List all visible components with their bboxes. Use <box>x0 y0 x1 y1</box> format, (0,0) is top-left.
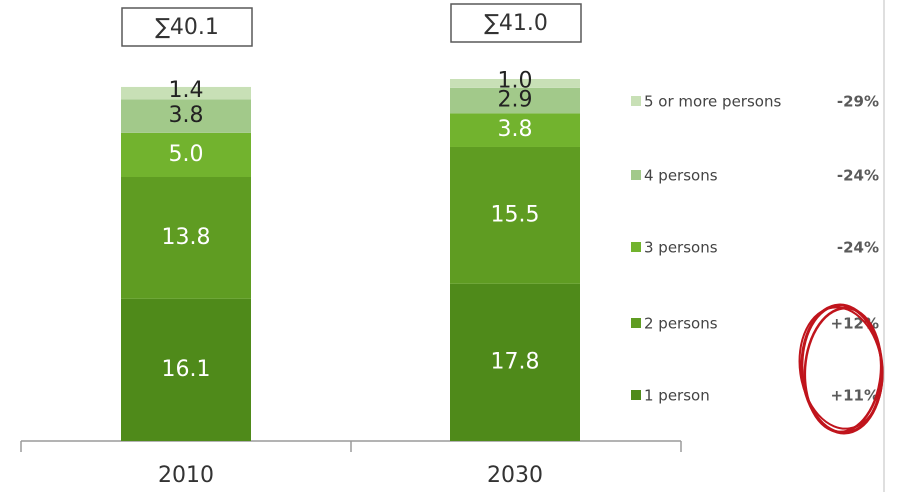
bar-segment-2030-4 <box>450 87 580 114</box>
legend-change-5: -29% <box>837 93 879 111</box>
bar-value-label-2030-2: 15.5 <box>491 202 540 227</box>
x-tick-label-2010: 2010 <box>158 463 214 488</box>
legend-swatch-4 <box>631 170 641 180</box>
legend-label-3: 3 persons <box>644 239 718 257</box>
bar-value-label-2030-3: 3.8 <box>498 117 533 142</box>
legend-change-4: -24% <box>837 167 879 185</box>
legend-swatch-2 <box>631 318 641 328</box>
bars-group: 16.113.85.03.81.417.815.53.82.91.0 <box>121 68 580 441</box>
x-tick-label-2030: 2030 <box>487 463 543 488</box>
bar-value-label-2010-2: 13.8 <box>162 225 211 250</box>
bar-value-label-2010-4: 3.8 <box>169 103 204 128</box>
bar-segment-2030-1 <box>450 283 580 441</box>
legend-change-1: +11% <box>831 387 879 405</box>
legend: 5 or more persons -29% 4 persons -24% 3 pers… <box>631 93 879 405</box>
legend-swatch-1 <box>631 390 641 400</box>
bar-segment-2010-3 <box>121 132 251 178</box>
legend-swatch-3 <box>631 242 641 252</box>
legend-label-5: 5 or more persons <box>644 93 781 111</box>
legend-change-3: -24% <box>837 239 879 257</box>
total-label-2010: ∑40.1 <box>155 15 219 40</box>
legend-swatch-5 <box>631 96 641 106</box>
bar-segment-2030-3 <box>450 113 580 147</box>
total-label-2030: ∑41.0 <box>484 11 548 36</box>
bar-value-label-2030-4: 2.9 <box>498 88 533 113</box>
bar-segment-2010-4 <box>121 99 251 133</box>
bar-segment-2010-1 <box>121 298 251 441</box>
total-box-2030 <box>450 3 582 43</box>
totals-group: ∑40.1 ∑41.0 <box>121 3 582 47</box>
highlight-ellipse <box>798 303 884 435</box>
bar-segment-2010-5 <box>121 86 251 100</box>
bar-value-label-2030-5: 1.0 <box>498 68 533 93</box>
bar-value-label-2010-5: 1.4 <box>169 78 204 103</box>
bar-value-label-2010-1: 16.1 <box>162 357 211 382</box>
bar-segment-2030-2 <box>450 146 580 284</box>
bar-segment-2010-2 <box>121 177 251 299</box>
legend-label-1: 1 person <box>644 387 710 405</box>
legend-label-4: 4 persons <box>644 167 718 185</box>
x-tick-labels-group: 2010 2030 <box>158 463 543 488</box>
bar-value-label-2030-1: 17.8 <box>491 349 540 374</box>
legend-label-2: 2 persons <box>644 315 718 333</box>
bar-segment-2030-5 <box>450 79 580 88</box>
bar-value-label-2010-3: 5.0 <box>169 142 204 167</box>
total-box-2010 <box>121 7 253 47</box>
